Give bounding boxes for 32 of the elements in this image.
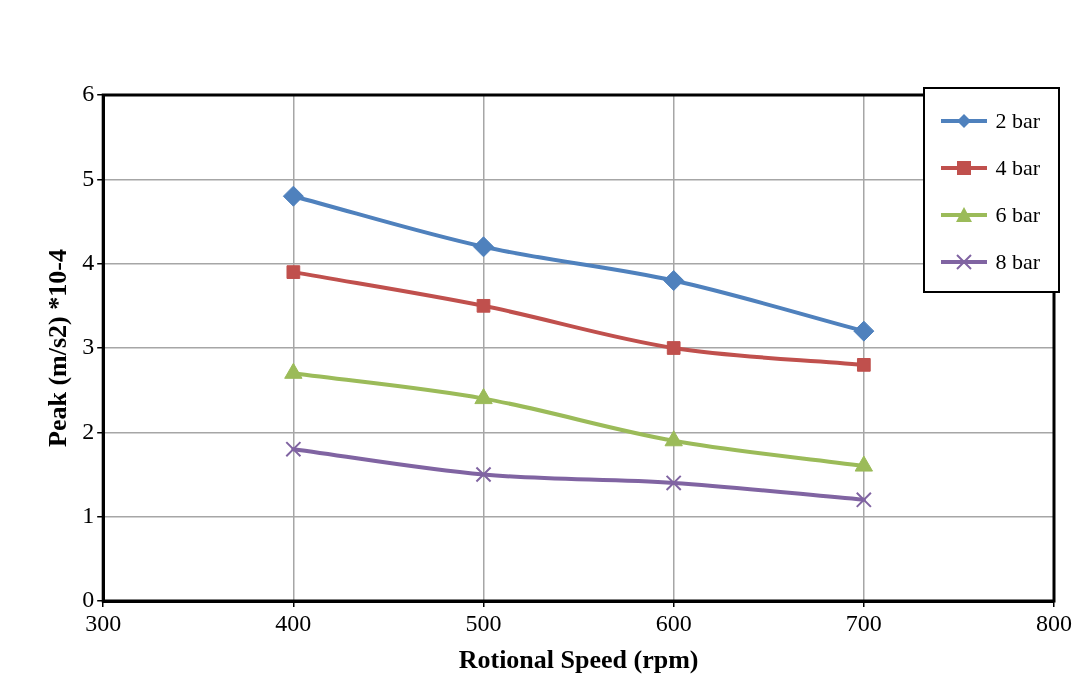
- point: [853, 320, 875, 342]
- point: [475, 466, 492, 483]
- x-tick-label: 800: [1036, 609, 1072, 636]
- x-tick-label: 700: [845, 609, 882, 636]
- legend-label: 4 bar: [995, 154, 1040, 181]
- legend-label: 2 bar: [995, 107, 1040, 134]
- point: [286, 265, 301, 279]
- y-axis-title: Peak (m/s2) *10-4: [43, 249, 73, 447]
- point: [856, 358, 871, 372]
- point: [666, 341, 681, 355]
- point: [855, 491, 872, 508]
- point: [854, 455, 873, 472]
- x-tick-label: 600: [655, 609, 692, 636]
- point: [664, 430, 683, 447]
- y-tick-label: 2: [82, 417, 95, 444]
- x-tick-label: 400: [275, 609, 312, 636]
- point: [665, 474, 682, 491]
- point: [474, 388, 493, 405]
- legend-label: 8 bar: [995, 248, 1040, 275]
- y-tick-label: 3: [82, 333, 95, 360]
- point: [285, 441, 302, 458]
- point: [663, 270, 685, 292]
- x-axis-title: Rotional Speed (rpm): [458, 645, 699, 675]
- point: [473, 236, 495, 258]
- y-tick-label: 1: [82, 501, 95, 528]
- y-tick-label: 4: [82, 248, 95, 275]
- point: [476, 298, 491, 313]
- x-tick-label: 500: [465, 609, 502, 636]
- y-tick-label: 5: [82, 164, 95, 191]
- legend-label: 6 bar: [995, 201, 1040, 228]
- point: [282, 185, 304, 207]
- y-tick-label: 6: [82, 80, 95, 107]
